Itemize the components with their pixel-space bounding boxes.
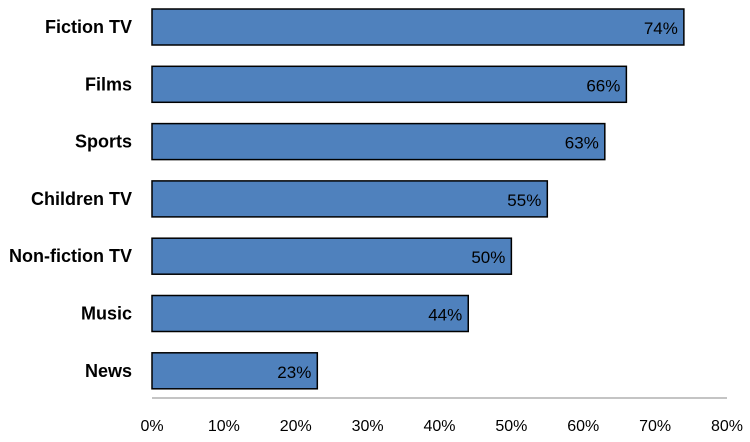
x-tick-label: 30% bbox=[352, 418, 384, 435]
category-label: News bbox=[85, 361, 132, 381]
bar-films bbox=[151, 65, 628, 104]
data-label: 55% bbox=[507, 191, 541, 210]
x-tick-label: 70% bbox=[639, 418, 671, 435]
category-label: Fiction TV bbox=[45, 17, 132, 37]
category-label: Films bbox=[85, 74, 132, 94]
x-tick-label: 40% bbox=[423, 418, 455, 435]
x-tick-label: 50% bbox=[495, 418, 527, 435]
data-label: 66% bbox=[586, 76, 620, 95]
data-label: 44% bbox=[428, 306, 462, 325]
x-tick-label: 80% bbox=[711, 418, 743, 435]
data-label: 23% bbox=[277, 363, 311, 382]
x-axis-ticks: 0% 10% 20% 30% 40% 50% 60% 70% 80% bbox=[140, 418, 743, 435]
category-label: Sports bbox=[75, 132, 132, 152]
bar-music bbox=[151, 294, 469, 333]
bar-sports bbox=[151, 122, 606, 161]
data-label: 74% bbox=[644, 19, 678, 38]
category-label: Children TV bbox=[31, 189, 132, 209]
x-tick-label: 0% bbox=[140, 418, 163, 435]
data-label: 50% bbox=[471, 248, 505, 267]
bar-non-fiction-tv bbox=[151, 237, 513, 275]
bar-fiction-tv bbox=[151, 8, 685, 46]
category-labels: Fiction TV Films Sports Children TV Non-fict… bbox=[9, 17, 132, 381]
bar-news bbox=[151, 352, 319, 390]
bars-group bbox=[151, 8, 685, 390]
x-tick-label: 60% bbox=[567, 418, 599, 435]
bar-children-tv bbox=[151, 180, 549, 218]
data-label: 63% bbox=[565, 134, 599, 153]
category-label: Non-fiction TV bbox=[9, 246, 132, 266]
category-label: Music bbox=[81, 304, 132, 324]
x-tick-label: 10% bbox=[208, 418, 240, 435]
x-tick-label: 20% bbox=[280, 418, 312, 435]
data-labels: 74% 66% 63% 55% 50% 44% 23% bbox=[277, 19, 678, 382]
